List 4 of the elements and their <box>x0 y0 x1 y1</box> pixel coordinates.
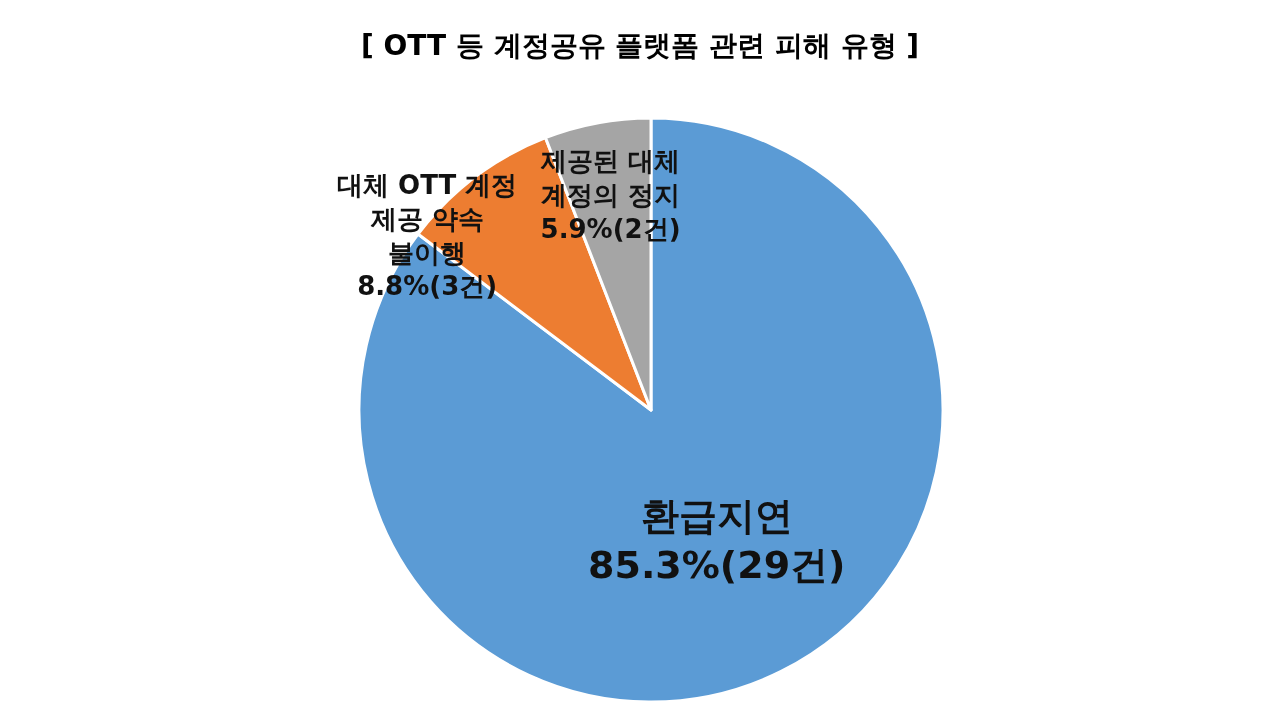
slice-label: 대체 OTT 계정 제공 약속 불이행 <box>337 170 518 268</box>
slice-label: 환급지연 <box>640 494 793 538</box>
data-label: 85.3%(29건) <box>588 543 846 588</box>
chart-title: [ OTT 등 계정공유 플랫폼 관련 피해 유형 ] <box>360 28 920 62</box>
